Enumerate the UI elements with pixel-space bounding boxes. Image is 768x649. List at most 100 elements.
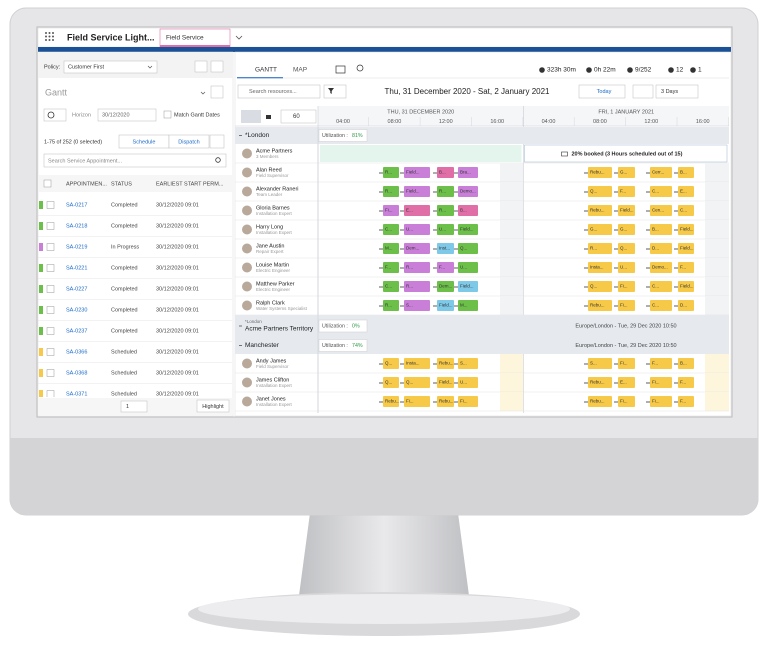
appointment-bar[interactable] bbox=[383, 377, 399, 388]
row-checkbox[interactable] bbox=[46, 285, 55, 293]
gantt-tab[interactable]: GANTT bbox=[255, 67, 277, 74]
row-checkbox[interactable] bbox=[46, 201, 55, 209]
today-button[interactable]: Today bbox=[597, 89, 612, 95]
appointment-bar[interactable] bbox=[383, 300, 399, 311]
appointment-bar[interactable] bbox=[437, 186, 454, 197]
appointment-bar[interactable] bbox=[437, 377, 454, 388]
dispatch-button[interactable] bbox=[168, 134, 210, 149]
icon-button[interactable] bbox=[210, 60, 224, 73]
appointment-bar[interactable] bbox=[458, 243, 478, 254]
appointment-bar[interactable] bbox=[458, 396, 478, 407]
appointment-bar[interactable] bbox=[404, 377, 430, 388]
appointment-bar[interactable] bbox=[458, 262, 478, 273]
appointment-bar[interactable] bbox=[618, 262, 635, 273]
appointment-bar[interactable] bbox=[650, 358, 672, 369]
appointment-bar[interactable] bbox=[437, 167, 454, 178]
clock-select[interactable] bbox=[43, 108, 67, 122]
appointment-bar[interactable] bbox=[650, 377, 672, 388]
appointment-bar[interactable] bbox=[458, 300, 478, 311]
appointment-bar[interactable] bbox=[678, 281, 694, 292]
appointment-bar[interactable] bbox=[458, 205, 478, 216]
more-button[interactable] bbox=[209, 134, 225, 149]
range-select[interactable] bbox=[655, 84, 699, 99]
page-select[interactable] bbox=[120, 400, 148, 413]
appointment-bar[interactable] bbox=[678, 358, 694, 369]
appointment-bar[interactable] bbox=[383, 167, 399, 178]
appointment-bar[interactable] bbox=[618, 358, 635, 369]
row-checkbox[interactable] bbox=[46, 243, 55, 251]
appointment-bar[interactable] bbox=[458, 377, 478, 388]
appointment-bar[interactable] bbox=[618, 377, 635, 388]
row-checkbox[interactable] bbox=[46, 348, 55, 356]
appointment-bar[interactable] bbox=[618, 300, 635, 311]
appointment-bar[interactable] bbox=[383, 224, 399, 235]
edit-button[interactable] bbox=[210, 85, 224, 99]
appointment-bar[interactable] bbox=[404, 281, 430, 292]
appointment-bar[interactable] bbox=[404, 396, 430, 407]
search-appointment[interactable] bbox=[43, 153, 227, 168]
appointment-bar[interactable] bbox=[437, 205, 454, 216]
appointment-bar[interactable] bbox=[383, 262, 399, 273]
appointment-bar[interactable] bbox=[650, 262, 672, 273]
appointment-bar[interactable] bbox=[588, 281, 612, 292]
appointment-bar[interactable] bbox=[383, 186, 399, 197]
appointment-bar[interactable] bbox=[588, 205, 612, 216]
appointment-id[interactable]: SA-0217 bbox=[66, 202, 87, 208]
calendar-button[interactable] bbox=[632, 84, 654, 99]
appointment-bar[interactable] bbox=[458, 281, 478, 292]
appointment-bar[interactable] bbox=[404, 205, 430, 216]
appointment-bar[interactable] bbox=[678, 205, 694, 216]
appointment-bar[interactable] bbox=[650, 281, 672, 292]
icon-button[interactable] bbox=[194, 60, 208, 73]
appointment-bar[interactable] bbox=[383, 205, 399, 216]
appointment-bar[interactable] bbox=[404, 224, 430, 235]
appointment-bar[interactable] bbox=[618, 243, 635, 254]
row-checkbox[interactable] bbox=[46, 264, 55, 272]
policy-select[interactable] bbox=[63, 60, 158, 74]
appointment-bar[interactable] bbox=[458, 358, 478, 369]
appointment-bar[interactable] bbox=[588, 377, 612, 388]
appointment-bar[interactable] bbox=[678, 262, 694, 273]
appointment-bar[interactable] bbox=[588, 167, 612, 178]
appointment-bar[interactable] bbox=[650, 396, 672, 407]
appointment-bar[interactable] bbox=[650, 224, 672, 235]
appointment-bar[interactable] bbox=[383, 281, 399, 292]
appointment-bar[interactable] bbox=[678, 243, 694, 254]
appointment-bar[interactable] bbox=[588, 396, 612, 407]
appointment-id[interactable]: SA-0371 bbox=[66, 391, 87, 397]
appointment-bar[interactable] bbox=[678, 377, 694, 388]
filter-button[interactable] bbox=[323, 84, 347, 99]
appointment-bar[interactable] bbox=[404, 358, 430, 369]
appointment-id[interactable]: SA-0219 bbox=[66, 244, 87, 250]
appointment-bar[interactable] bbox=[678, 224, 694, 235]
appointment-bar[interactable] bbox=[618, 224, 635, 235]
appointment-bar[interactable] bbox=[437, 396, 454, 407]
appointment-id[interactable]: SA-0366 bbox=[66, 349, 87, 355]
appointment-bar[interactable] bbox=[588, 358, 612, 369]
appointment-bar[interactable] bbox=[618, 186, 635, 197]
zoom-select[interactable] bbox=[280, 109, 317, 124]
appointment-bar[interactable] bbox=[650, 167, 672, 178]
appointment-bar[interactable] bbox=[678, 300, 694, 311]
appointment-bar[interactable] bbox=[458, 224, 478, 235]
row-checkbox[interactable] bbox=[46, 390, 55, 398]
appointment-bar[interactable] bbox=[678, 167, 694, 178]
appointment-bar[interactable] bbox=[618, 281, 635, 292]
appointment-bar[interactable] bbox=[437, 262, 454, 273]
search-resources[interactable] bbox=[237, 84, 321, 99]
appointment-bar[interactable] bbox=[650, 300, 672, 311]
appointment-bar[interactable] bbox=[404, 186, 430, 197]
appointment-bar[interactable] bbox=[588, 224, 612, 235]
appointment-bar[interactable] bbox=[588, 262, 612, 273]
appointment-id[interactable]: SA-0221 bbox=[66, 265, 87, 271]
appointment-bar[interactable] bbox=[383, 358, 399, 369]
appointment-bar[interactable] bbox=[618, 167, 635, 178]
row-checkbox[interactable] bbox=[46, 369, 55, 377]
appointment-bar[interactable] bbox=[437, 300, 454, 311]
checkbox[interactable] bbox=[163, 110, 172, 119]
appointment-bar[interactable] bbox=[588, 243, 612, 254]
appointment-bar[interactable] bbox=[437, 243, 454, 254]
appointment-bar[interactable] bbox=[678, 186, 694, 197]
appointment-id[interactable]: SA-0237 bbox=[66, 328, 87, 334]
appointment-bar[interactable] bbox=[404, 262, 430, 273]
